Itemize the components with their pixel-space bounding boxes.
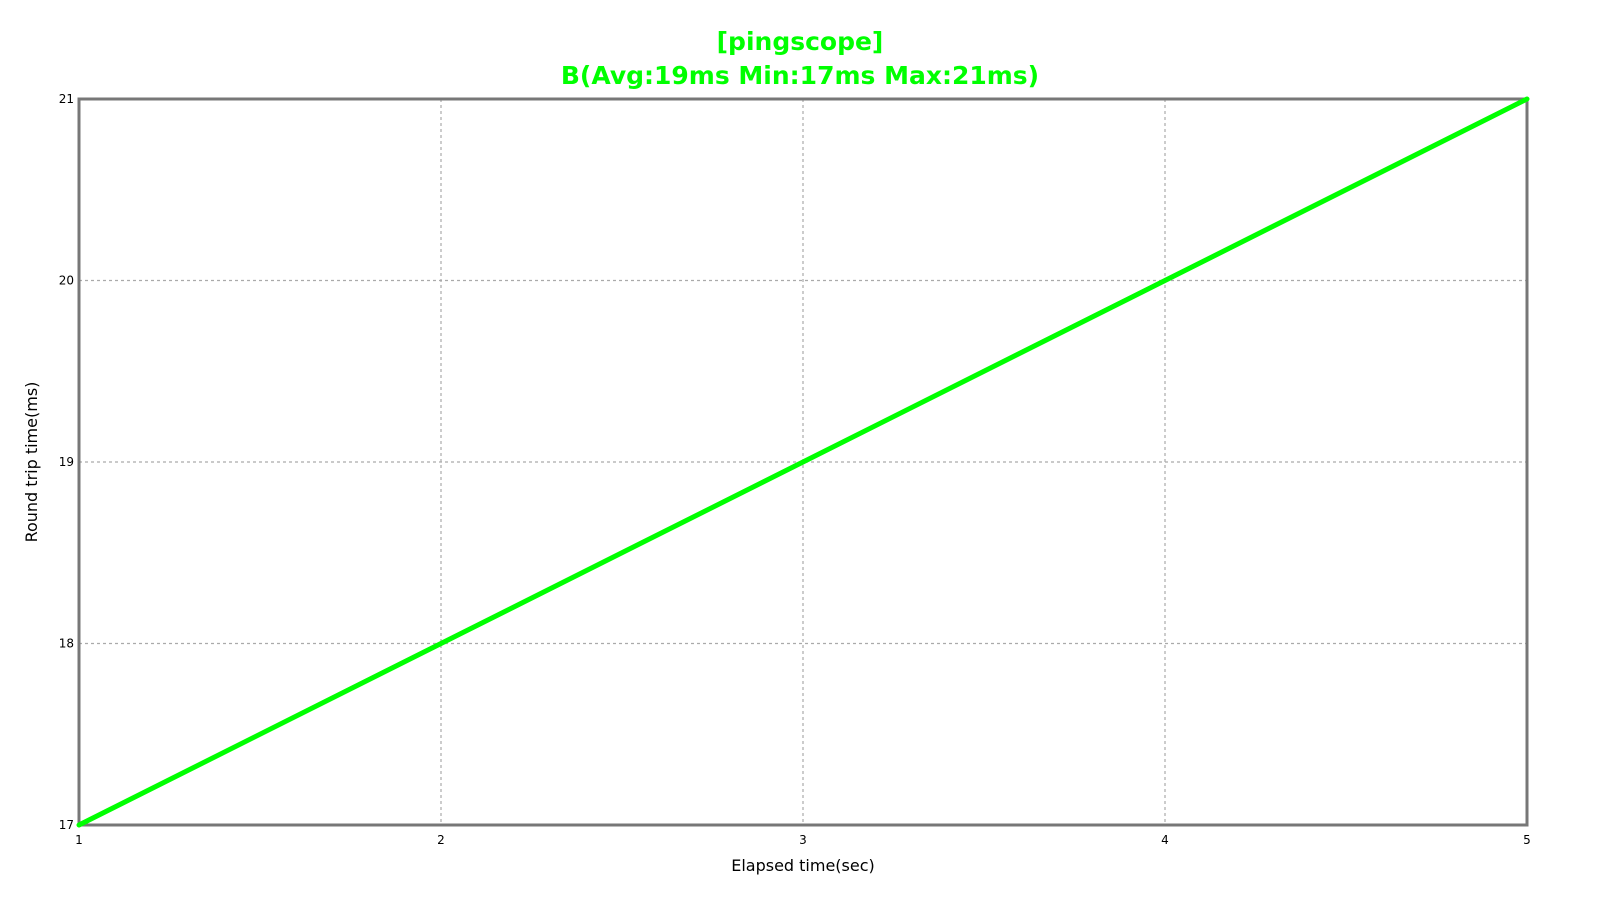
y-axis-label: Round trip time(ms) — [22, 382, 41, 543]
y-tick-label: 18 — [59, 637, 74, 651]
x-tick-label: 4 — [1161, 833, 1169, 847]
x-axis-label: Elapsed time(sec) — [731, 856, 875, 875]
series-line — [76, 96, 1530, 828]
y-tick-label: 19 — [59, 455, 74, 469]
series-layer — [76, 96, 1530, 828]
plot-area-frame — [77, 97, 1529, 827]
x-tick-label: 1 — [75, 833, 83, 847]
chart-subtitle: B(Avg:19ms Min:17ms Max:21ms) — [561, 61, 1039, 90]
y-tick-label: 21 — [59, 92, 74, 106]
x-axis-ticks: 1 2 3 4 5 — [75, 833, 1531, 847]
y-axis-ticks: 17 18 19 20 21 — [59, 92, 74, 832]
x-tick-label: 5 — [1523, 833, 1531, 847]
chart-title: [pingscope] — [717, 27, 884, 56]
y-tick-label: 20 — [59, 274, 74, 288]
y-tick-label: 17 — [59, 818, 74, 832]
x-tick-label: 3 — [799, 833, 807, 847]
x-tick-label: 2 — [437, 833, 445, 847]
